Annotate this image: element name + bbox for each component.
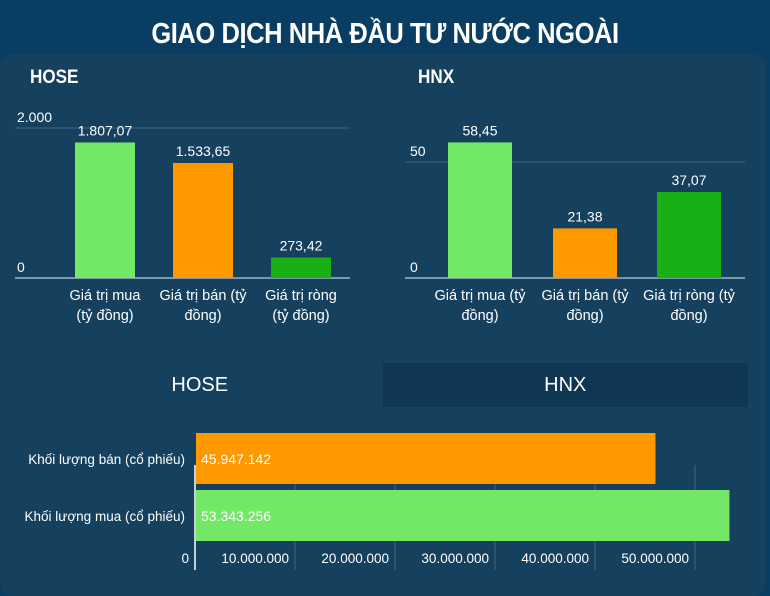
data-label: 45.947.142 (201, 451, 271, 467)
y-tick-label: 0 (410, 259, 418, 275)
x-tick-label: Giá trị ròng (tỷ (643, 288, 736, 304)
x-tick-label: đồng) (566, 308, 603, 324)
data-label: 37,07 (671, 172, 706, 188)
data-label: 273,42 (280, 237, 323, 253)
data-label: 58,45 (462, 122, 497, 138)
bar (553, 228, 617, 278)
x-tick-label: (tỷ đồng) (76, 308, 133, 324)
bar (657, 191, 721, 278)
data-label: 21,38 (567, 208, 602, 224)
x-tick-label: 50.000.000 (621, 551, 689, 566)
x-tick-label: Giá trị bán (tỷ (541, 288, 629, 304)
x-tick-label: Giá trị ròng (265, 288, 337, 304)
bar (271, 257, 331, 278)
x-tick-label: 30.000.000 (421, 551, 489, 566)
data-label: 1.533,65 (176, 143, 231, 159)
x-tick-label: 40.000.000 (521, 551, 589, 566)
hnx-chart-title: HNX (418, 67, 455, 88)
x-tick-label: Giá trị bán (tỷ (159, 288, 247, 304)
data-label: 1.807,07 (78, 122, 133, 138)
x-tick-label: Giá trị mua (70, 288, 142, 304)
bar (196, 490, 730, 541)
y-tick-label: 0 (17, 259, 25, 275)
x-tick-label: 20.000.000 (321, 551, 389, 566)
y-tick-label: 2.000 (17, 109, 52, 125)
y-tick-label: Khối lượng mua (cổ phiếu) (25, 509, 185, 524)
page-title: GIAO DỊCH NHÀ ĐẦU TƯ NƯỚC NGOÀI (151, 18, 619, 50)
x-tick-label: (tỷ đồng) (272, 308, 329, 324)
bar (196, 433, 656, 484)
x-tick-label: đồng) (670, 308, 707, 324)
bar (75, 142, 135, 278)
bar (173, 162, 233, 278)
hose-chart-title: HOSE (30, 67, 79, 88)
data-label: 53.343.256 (201, 508, 271, 524)
y-tick-label: Khối lượng bán (cổ phiếu) (28, 452, 185, 467)
x-tick-label: 10.000.000 (221, 551, 289, 566)
bar (448, 142, 512, 278)
x-tick-label: đồng) (461, 308, 498, 324)
x-tick-label: 0 (181, 551, 189, 566)
x-tick-label: đồng) (184, 308, 221, 324)
y-tick-label: 50 (410, 143, 426, 159)
tab-hnx[interactable]: HNX (382, 363, 748, 407)
exchange-tabs: HOSE HNX (17, 363, 748, 407)
x-tick-label: Giá trị mua (tỷ (434, 288, 526, 304)
tab-hose[interactable]: HOSE (17, 363, 383, 407)
